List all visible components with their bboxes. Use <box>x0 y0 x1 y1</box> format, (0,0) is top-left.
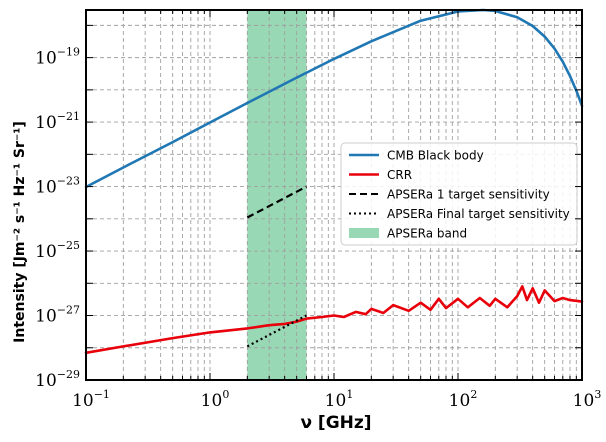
legend-box <box>340 142 578 246</box>
legend-label: APSERa Final target sensitivity <box>387 207 570 221</box>
tick-layer: 10−1 100 101 102 103 10−29 10−27 10−25 10−23 10−2… <box>35 10 601 411</box>
series-line-2 <box>84 285 584 355</box>
legend-label: CRR <box>387 168 412 182</box>
y-tick-label: 10−29 <box>35 368 80 391</box>
legend-label: APSERa band <box>387 227 467 241</box>
y-tick-label: 10−19 <box>35 46 80 69</box>
y-axis-title: Intensity [Jm⁻² s⁻¹ Hz⁻¹ Sr⁻¹] <box>12 121 28 343</box>
x-tick-label: 101 <box>325 388 354 411</box>
x-tick-label: 103 <box>573 388 602 411</box>
x-tick-label: 10−1 <box>72 388 110 411</box>
legend-swatch <box>349 228 379 238</box>
series-line-4 <box>246 314 308 348</box>
legend: CMB Black body CRR APSERa 1 target sensiti… <box>340 142 578 246</box>
x-tick-label: 100 <box>201 388 230 411</box>
x-axis-title: ν [GHz] <box>300 413 371 433</box>
legend-label: APSERa 1 target sensitivity <box>387 188 550 202</box>
y-tick-label: 10−27 <box>35 304 80 327</box>
y-tick-label: 10−21 <box>35 110 80 133</box>
x-tick-label: 102 <box>449 388 478 411</box>
y-tick-label: 10−23 <box>35 175 80 198</box>
series-line-3 <box>246 185 308 219</box>
legend-label: CMB Black body <box>387 149 484 163</box>
y-tick-label: 10−25 <box>35 239 80 262</box>
